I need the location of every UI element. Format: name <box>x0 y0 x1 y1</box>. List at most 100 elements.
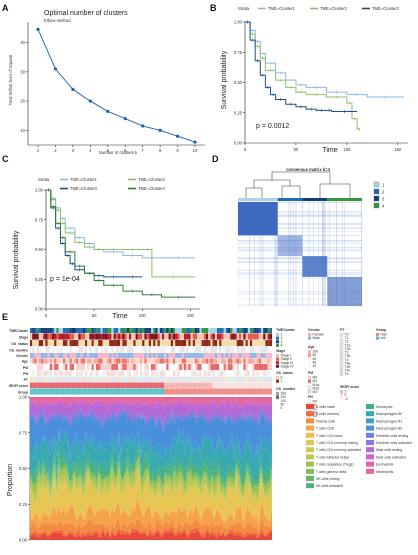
panel-e-annotation-cell <box>214 382 218 389</box>
panel-e-annotation-cell <box>206 382 209 389</box>
panel-e-annotation-cell <box>232 340 235 347</box>
panel-e-annotation-cell <box>74 353 77 359</box>
panel-e-annotation-cell <box>137 358 141 364</box>
panel-e-annotation-cell <box>111 333 114 340</box>
panel-e-annotation-cell <box>151 376 154 383</box>
panel-e-annotation-cell <box>52 340 55 347</box>
panel-d-dendrogram <box>245 171 351 198</box>
panel-e-annotation-cell <box>82 382 86 389</box>
panel-e-annotation-cell <box>234 358 237 364</box>
panel-e-annotation-cell <box>239 346 242 353</box>
panel-e-annotation-cell <box>118 328 121 334</box>
panel-e-annotation-cell <box>80 346 83 353</box>
panel-e-annotation-cell <box>140 364 143 371</box>
panel-e-annotation-cell <box>250 333 253 340</box>
panel-e-annotation-cell <box>225 353 229 359</box>
panel-e-annotation-cell <box>256 382 259 389</box>
panel-e-annotation-cell <box>173 346 176 353</box>
panel-e-annotation-cell <box>162 376 165 383</box>
panel-e-annotation-cell <box>69 382 72 389</box>
panel-e-annotation-cell <box>173 370 176 377</box>
panel-e-annotation-cell <box>93 328 97 334</box>
panel-e-annotation-cell <box>166 376 169 383</box>
panel-e-annotation-cell <box>214 364 218 371</box>
panel-e-annotation-cell <box>140 333 143 340</box>
panel-e-annotation-cell <box>261 376 264 383</box>
panel-e-legend-label: 0 <box>345 393 347 397</box>
panel-e-cell-legend-swatch <box>366 404 374 409</box>
panel-e-annotation-cell <box>93 388 97 395</box>
panel-e-cell-legend-swatch <box>306 440 314 445</box>
panel-e-annotation-cell <box>56 388 59 395</box>
panel-e-annotation-cell <box>166 328 169 334</box>
panel-e-annotation-cell <box>230 376 233 383</box>
panel-e-annotation-cell <box>263 376 266 383</box>
panel-e-annotation-cell <box>49 370 53 377</box>
panel-e-annotation-cell <box>219 353 222 359</box>
panel-e-annotation-cell <box>32 388 35 395</box>
panel-e-annotation-cell <box>221 376 224 383</box>
panel-e-annotation-cell <box>159 364 163 371</box>
panel-e-annotation-cell <box>247 376 251 383</box>
panel-e-annotation-cell <box>168 388 171 395</box>
panel-e-annotation-cell <box>71 353 75 359</box>
panel-e-annotation-cell <box>115 364 119 371</box>
panel-e-annotation-cell <box>41 364 44 371</box>
panel-e-annotation-cell <box>129 370 132 377</box>
panel-e-annotation-cell <box>100 328 103 334</box>
panel-e-annotation-cell <box>184 370 187 377</box>
panel-e-annotation-cell <box>239 340 242 347</box>
panel-e-legend-swatch <box>339 361 344 365</box>
panel-e-annotation-cell <box>157 388 160 395</box>
panel-e-annotation-cell <box>256 328 259 334</box>
panel-e-annotation-cell <box>109 364 112 371</box>
panel-e-annotation-cell <box>93 364 97 371</box>
panel-e-annotation-cell <box>96 328 99 334</box>
panel-e-annotation-cell <box>76 346 79 353</box>
panel-e-annotation-cell <box>151 388 154 395</box>
panel-e-cell-legend-swatch <box>366 461 374 467</box>
panel-e-annotation-cell <box>36 376 39 383</box>
panel-e-annotation-cell <box>80 364 83 371</box>
panel-e-annotation-cell <box>228 370 231 377</box>
panel-e-legend-label: T4a <box>345 361 351 365</box>
panel-c-legend-label: TME=Cluster2 <box>138 177 166 182</box>
panel-e-legend-label: M1 <box>313 379 318 383</box>
panel-d-cluster-bar <box>302 198 328 201</box>
panel-e-annotation-cell <box>107 340 110 347</box>
panel-e-annotation-cell <box>56 364 59 371</box>
panel-e-annotation-cell <box>219 346 222 353</box>
panel-e-annotation-cell <box>56 346 59 353</box>
panel-e-annotation-cell <box>261 370 264 377</box>
panel-e-annotation-cell <box>32 382 35 389</box>
panel-e-annotation-cell <box>181 364 185 371</box>
panel-e-annotation-cell <box>58 364 61 371</box>
panel-e-annotation-cell <box>45 333 48 340</box>
panel-e-annotation-cell <box>34 358 37 364</box>
panel-e-annotation-cell <box>38 388 42 395</box>
panel-e-legend-swatch <box>339 368 344 373</box>
panel-e-annotation-cell <box>177 346 180 353</box>
panel-e-cell-legend-swatch <box>306 418 314 424</box>
panel-e-annotation-cell <box>186 364 189 371</box>
panel-b-y-tick-label: 0.25 <box>234 110 243 115</box>
panel-e-legend-label: Female <box>313 333 324 337</box>
panel-e-annotation-cell <box>265 346 268 353</box>
panel-e-annotation-cell <box>217 340 220 347</box>
panel-e-annotation-cell <box>223 346 226 353</box>
panel-c-x-tick-label: 50 <box>92 313 97 318</box>
panel-e-legend-swatch <box>275 361 280 365</box>
panel-e-annotation-cell <box>45 376 48 383</box>
panel-e-annotation-cell <box>82 353 86 359</box>
panel-e-annotation-cell <box>58 376 61 383</box>
panel-e-annotation-cell <box>166 346 169 353</box>
panel-e-annotation-cell <box>184 333 187 340</box>
panel-e-annotation-cell <box>58 353 61 359</box>
panel-e-annotation-cell <box>56 340 59 347</box>
panel-e-area-19 <box>30 401 272 426</box>
panel-e-legend-title: PM <box>308 371 313 375</box>
panel-e-annotation-cell <box>184 364 187 371</box>
panel-e-annotation-cell <box>34 376 37 383</box>
